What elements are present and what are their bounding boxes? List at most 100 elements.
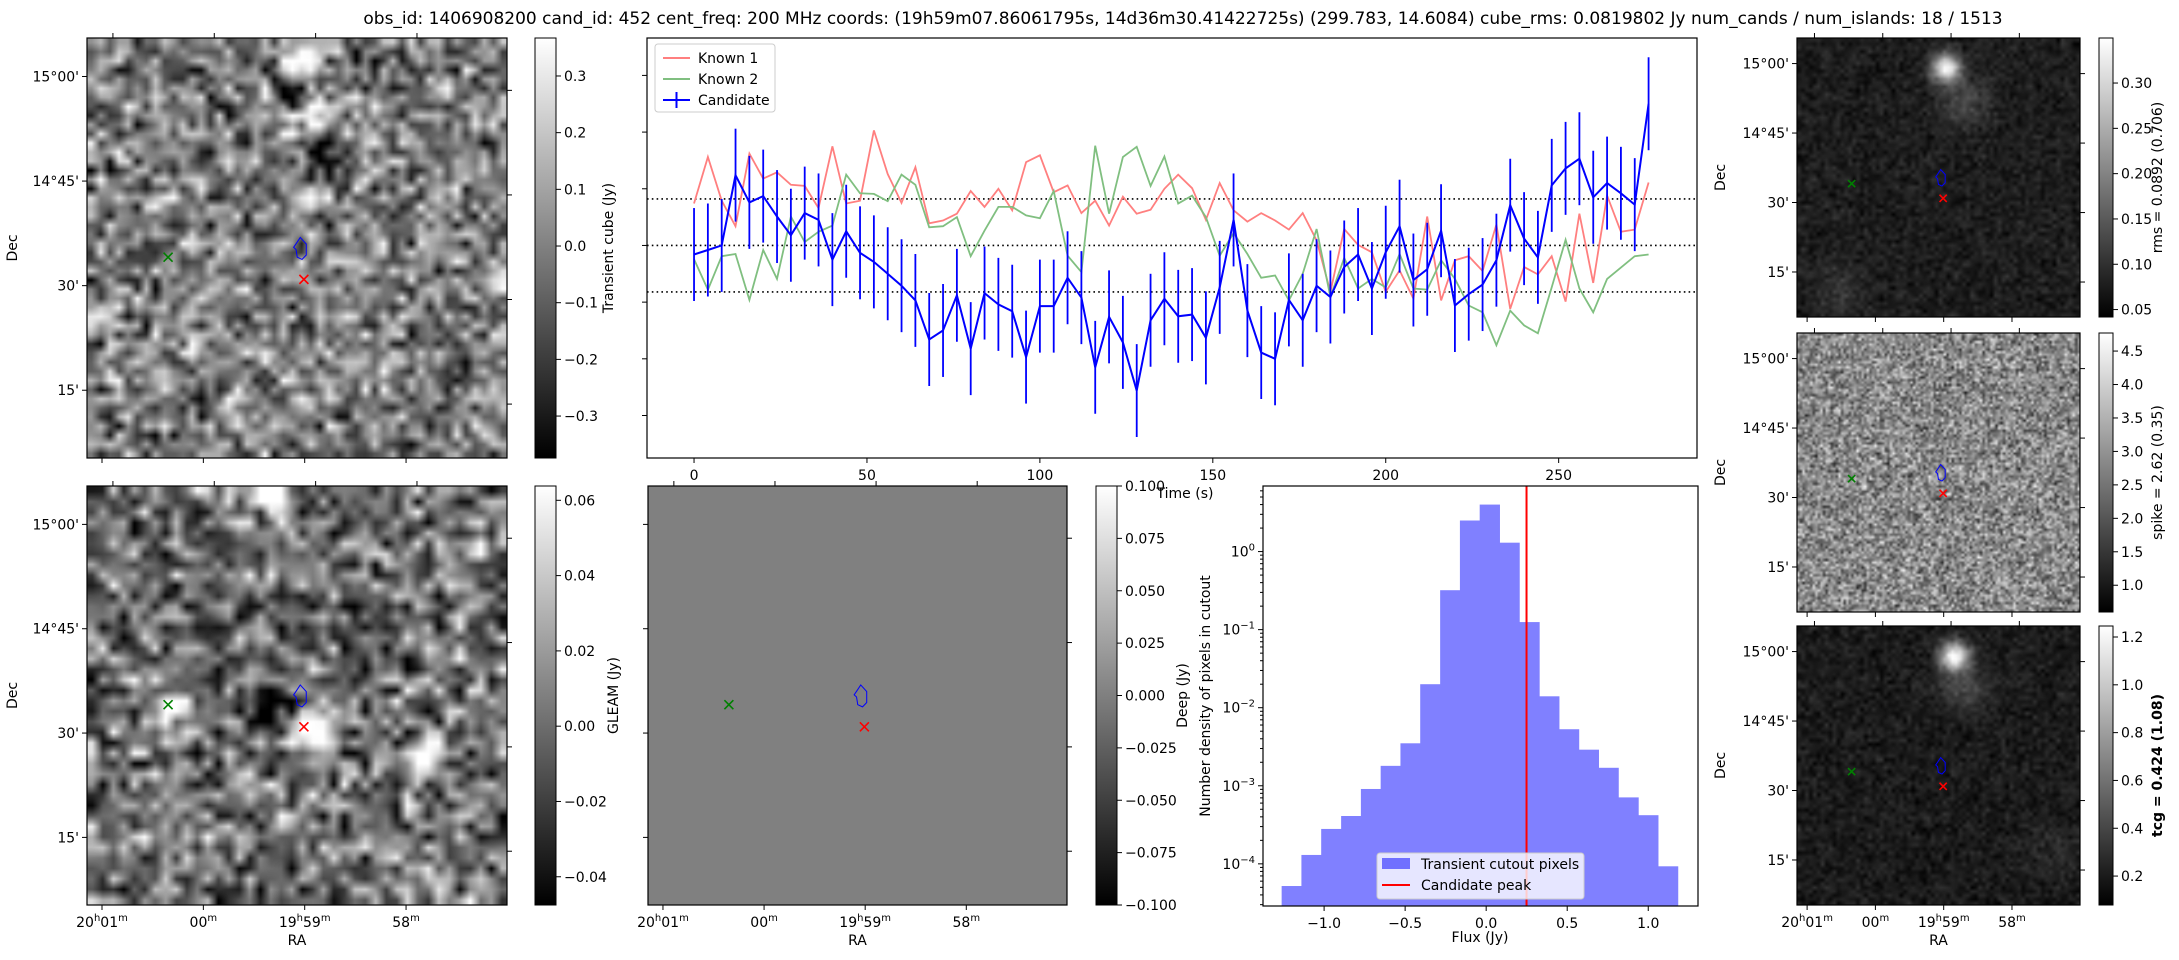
- y-tick-label-part: −1: [1240, 621, 1255, 632]
- y-axis-label: Number density of pixels in cutout: [1198, 575, 1214, 817]
- axes-frame: [1796, 332, 2081, 613]
- legend-label: Candidate peak: [1421, 878, 1532, 894]
- spike-image: [1797, 333, 2080, 612]
- colorbar-tick-label: 0.000: [1125, 689, 1165, 705]
- colorbar-label: tcg = 0.424 (1.08): [2150, 694, 2166, 837]
- ra-tick-label-part: 20: [1781, 915, 1799, 931]
- ra-tick-label-part: m: [1960, 913, 1970, 924]
- known-2-line: [693, 145, 1649, 348]
- histogram-bar: [1440, 590, 1461, 906]
- axes-frame: [647, 485, 1068, 906]
- x-marker-stroke: [859, 721, 870, 732]
- x-tick-label: 0.5: [1556, 916, 1578, 932]
- colorbar-tick-label: 0.20: [2121, 167, 2152, 183]
- known-source-marker: [163, 252, 174, 263]
- colorbar-tick-label: 0.2: [2121, 869, 2143, 885]
- dec-tick-label: 30': [1767, 784, 1789, 800]
- ra-tick-label-part: 58: [392, 915, 410, 931]
- ra-tick-label-part: 20: [637, 915, 655, 931]
- colorbar-label: GLEAM (Jy): [606, 657, 622, 734]
- ra-tick-label-part: h: [655, 913, 661, 924]
- colorbar-tick-label: 0.1: [564, 182, 586, 198]
- ra-tick-label-part: m: [881, 913, 891, 924]
- dec-tick-label: 15': [57, 830, 79, 846]
- dec-tick-label: 15': [1767, 560, 1789, 576]
- x-tick-label: 250: [1545, 468, 1572, 484]
- histogram-bar: [1638, 815, 1659, 906]
- axes-frame: [646, 37, 1698, 459]
- x-marker-stroke: [1847, 474, 1856, 483]
- y-tick-label-part: 10: [1222, 857, 1240, 873]
- ra-tick-label-part: h: [94, 913, 100, 924]
- dec-axis-label: Dec: [5, 234, 21, 261]
- y-tick-label-part: 10: [1222, 623, 1240, 639]
- ra-tick-label: 00m: [750, 913, 778, 931]
- candidate-contour: [292, 236, 307, 261]
- ra-tick-label-part: m: [321, 913, 331, 924]
- tcg-image: [1797, 626, 2080, 905]
- rms-image: [1797, 38, 2080, 317]
- histogram-bar: [1479, 504, 1500, 906]
- colorbar-tick-label: 1.5: [2121, 545, 2143, 561]
- y-tick-label-part: 10: [1222, 701, 1240, 717]
- dec-tick-label: 14°45': [33, 622, 79, 638]
- ra-tick-label-part: m: [679, 913, 689, 924]
- histogram-bar: [1459, 520, 1481, 906]
- x-axis-label: Flux (Jy): [1452, 930, 1509, 946]
- ra-tick-label: 19h59m: [1918, 913, 1970, 931]
- x-tick-label: 100: [1027, 468, 1054, 484]
- ra-tick-label-part: 58: [953, 915, 971, 931]
- ra-tick-label-part: 59: [1942, 915, 1960, 931]
- dec-tick-label: 15': [1767, 265, 1789, 281]
- colorbar-tick-label: 0.050: [1125, 584, 1165, 600]
- x-marker-stroke: [1938, 782, 1948, 791]
- colorbar-tick-label: 0.25: [2121, 121, 2152, 137]
- colorbar-tick-label: −0.025: [1125, 741, 1177, 757]
- colorbar-tick-label: −0.1: [564, 296, 598, 312]
- ra-tick-label-part: h: [857, 913, 863, 924]
- ra-tick-label-part: m: [1879, 913, 1889, 924]
- ra-tick-label-part: 59: [303, 915, 321, 931]
- colorbar-tick-label: 0.075: [1125, 531, 1165, 547]
- dec-tick-label: 15°00': [1743, 645, 1789, 661]
- x-marker-stroke: [298, 274, 309, 285]
- known-source-marker: [163, 699, 174, 710]
- peak-source-marker: [859, 721, 870, 732]
- colorbar-tick-label: 0.10: [2121, 257, 2152, 273]
- legend-label: Candidate: [698, 93, 770, 109]
- ra-tick-label-part: m: [768, 913, 778, 924]
- deep-image: [648, 486, 1067, 905]
- transient-colorbar: [534, 37, 557, 459]
- ra-tick-label: 20h01m: [76, 913, 128, 931]
- colorbar-tick-label: −0.2: [564, 352, 598, 368]
- y-tick-label-part: 10: [1231, 545, 1249, 561]
- colorbar-tick-label: 4.0: [2121, 378, 2143, 394]
- colorbar-tick-label: −0.075: [1125, 846, 1177, 862]
- figure-title: obs_id: 1406908200 cand_id: 452 cent_fre…: [363, 9, 2002, 29]
- histogram-bar: [1301, 854, 1322, 906]
- axes-frame: [86, 485, 508, 906]
- axes-frame: [86, 37, 508, 459]
- colorbar-label: spike = 2.62 (0.35): [2150, 405, 2166, 540]
- candidate-contour: [292, 684, 307, 708]
- legend-box: [654, 43, 776, 113]
- peak-source-marker: [1938, 489, 1948, 498]
- x-marker-stroke: [1847, 767, 1856, 776]
- colorbar-tick-label: 0.15: [2121, 212, 2152, 228]
- x-tick-label: 1.0: [1637, 916, 1659, 932]
- x-marker-stroke: [723, 699, 734, 710]
- dec-tick-label: 15°00': [33, 517, 79, 533]
- x-marker-stroke: [163, 252, 174, 263]
- colorbar-tick-label: −0.04: [564, 870, 607, 886]
- lightcurve-panel: 0 50 100 150 200 250 Time (s) Known 1 Known 2 Can…: [642, 37, 1698, 502]
- x-tick-label: 0: [690, 468, 699, 484]
- candidate-contour: [1935, 168, 1946, 187]
- histogram-panel: −1.0 −0.5 0.0 0.5 1.010010−110−210−310−4Flux…: [1198, 485, 1699, 946]
- x-marker-stroke: [1938, 194, 1948, 203]
- dec-axis-label: Dec: [1713, 164, 1729, 191]
- dec-tick-label: 14°45': [1743, 126, 1789, 142]
- transient-panel: 15°00' 14°45' 30' 15' Dec 0.3 0.2 0.1 0.0 −0.1 −0.…: [5, 33, 617, 463]
- histogram-bar: [1360, 788, 1382, 906]
- colorbar-tick-label: 0.02: [564, 644, 595, 660]
